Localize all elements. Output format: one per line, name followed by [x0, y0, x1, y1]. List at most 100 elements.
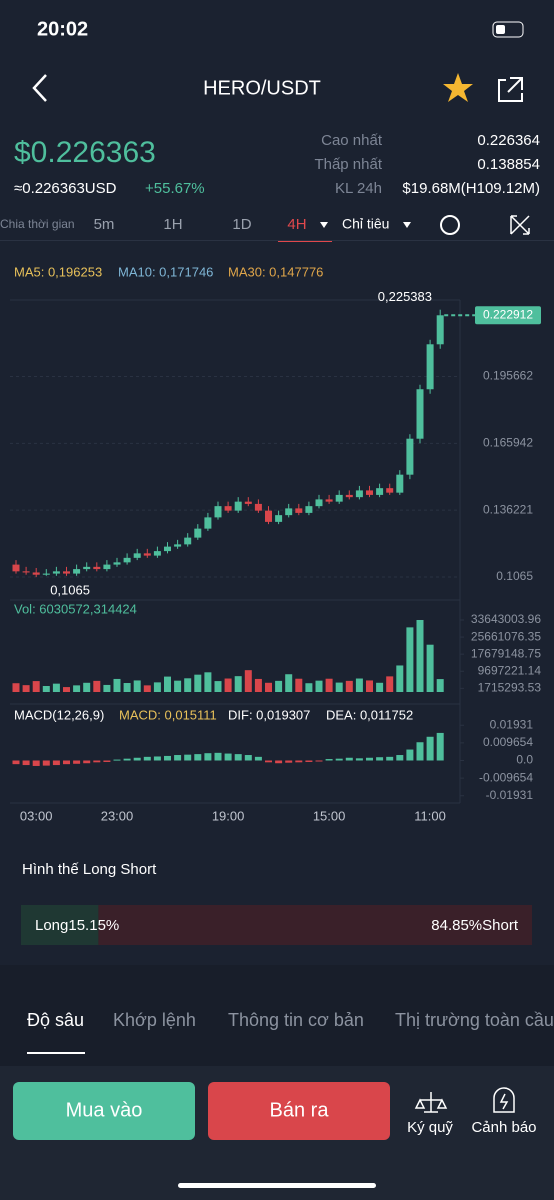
macd-legend: DEA: 0,011752: [326, 707, 413, 722]
candle-body: [254, 503, 262, 511]
candle-body: [396, 474, 404, 493]
y-tick-label: 17679148.75: [471, 646, 541, 660]
stat-label: Cao nhất: [321, 132, 383, 149]
candle-body: [345, 494, 353, 498]
macd-bar: [275, 760, 283, 764]
timeframe-tab[interactable]: 4H: [287, 216, 306, 233]
volume-bar: [32, 681, 40, 692]
buy-label: Mua vào: [66, 1099, 143, 1121]
candle-body: [285, 508, 293, 516]
volume-bar: [355, 678, 363, 692]
volume-bar: [335, 682, 343, 692]
fullscreen-button[interactable]: [510, 215, 530, 235]
macd-bar: [42, 760, 50, 766]
candle-body: [214, 506, 222, 518]
macd-legend: DIF: 0,019307: [228, 707, 310, 722]
candle-body: [244, 501, 252, 504]
section-tab[interactable]: Độ sâu: [27, 1010, 84, 1030]
volume-bar: [63, 687, 70, 692]
candle-body: [295, 508, 303, 513]
volume-bar: [265, 682, 272, 692]
macd-bar: [345, 757, 353, 761]
favorite-star[interactable]: [443, 73, 473, 102]
price-change: +55.67%: [145, 180, 205, 197]
volume-bar: [113, 678, 121, 692]
macd-bar: [436, 732, 444, 761]
section-tab[interactable]: Khớp lệnh: [113, 1010, 196, 1030]
status-time: 20:02: [37, 18, 88, 40]
section-tab[interactable]: Thị trường toàn cầu: [395, 1010, 554, 1030]
volume-bar: [174, 680, 182, 692]
volume-bar: [153, 682, 161, 692]
buy-button[interactable]: [13, 1082, 195, 1140]
macd-bar: [204, 753, 212, 761]
macd-bar: [265, 760, 272, 763]
macd-bar: [174, 755, 182, 761]
candle-body: [386, 488, 394, 493]
macd-bar: [224, 753, 232, 761]
y-tick-label: 25661076.35: [471, 629, 541, 643]
sell-button[interactable]: [208, 1082, 390, 1140]
candle-body: [153, 551, 161, 556]
macd-bar: [153, 756, 161, 761]
macd-bar: [295, 760, 303, 763]
volume-bar: [184, 678, 192, 692]
volume-bar: [436, 679, 444, 692]
macd-bar: [22, 760, 30, 766]
candle-body: [335, 494, 343, 502]
back-button[interactable]: [32, 74, 47, 102]
candle-body: [305, 506, 313, 513]
section-tab[interactable]: Thông tin cơ bản: [228, 1010, 364, 1030]
stat-value: 0.226364: [477, 132, 540, 149]
last-price-tag: [475, 306, 541, 325]
macd-bar: [32, 760, 40, 766]
macd-bar: [103, 760, 111, 762]
macd-bar: [355, 758, 363, 761]
x-tick-label: 03:00: [20, 808, 53, 823]
macd-bar: [143, 756, 151, 761]
volume-bar: [143, 685, 151, 692]
macd-bar: [315, 760, 323, 762]
timeframe-tab[interactable]: 1D: [232, 216, 251, 233]
alert-label[interactable]: Cảnh báo: [471, 1119, 536, 1136]
dropdown-arrow: [320, 222, 328, 228]
macd-bar: [325, 759, 333, 761]
candle-body: [113, 562, 121, 565]
stat-label: KL 24h: [335, 180, 382, 197]
y-tick-label: 0.1065: [496, 569, 533, 583]
home-indicator: [178, 1183, 376, 1188]
short-label: 84.85%Short: [431, 917, 519, 934]
margin-icon[interactable]: [414, 1092, 448, 1113]
candle-body: [63, 571, 70, 574]
pair-title[interactable]: HERO/USDT: [203, 77, 321, 99]
high-label: 0,225383: [378, 289, 432, 304]
candle-body: [315, 499, 323, 507]
volume-bar: [426, 644, 434, 692]
alert-icon[interactable]: [493, 1087, 515, 1113]
y-tick-label: 0.165942: [483, 436, 533, 450]
candle-body: [436, 315, 444, 345]
macd-bar: [12, 760, 20, 765]
share-button[interactable]: [498, 77, 523, 102]
volume-bar: [295, 678, 303, 692]
candle-body: [174, 544, 182, 547]
margin-label[interactable]: Ký quỹ: [407, 1119, 453, 1136]
candle-body: [42, 573, 50, 575]
volume-bar: [315, 680, 323, 692]
stat-value: 0.138854: [477, 156, 540, 173]
volume-bar: [406, 627, 414, 692]
volume-bar: [396, 665, 404, 692]
dropdown-arrow: [403, 222, 411, 228]
y-tick-label: -0.009654: [479, 770, 533, 784]
macd-bar: [73, 760, 81, 764]
stat-label: Thấp nhất: [314, 156, 382, 173]
settings-button[interactable]: [440, 215, 460, 235]
macd-bar: [63, 760, 70, 765]
volume-bar: [164, 676, 171, 692]
timeframe-tab[interactable]: 1H: [163, 216, 182, 233]
y-tick-label: 0.009654: [483, 735, 533, 749]
timeframe-tab[interactable]: 5m: [94, 216, 115, 233]
indicator-menu[interactable]: Chỉ tiêu: [342, 216, 389, 232]
macd-bar: [406, 749, 414, 761]
